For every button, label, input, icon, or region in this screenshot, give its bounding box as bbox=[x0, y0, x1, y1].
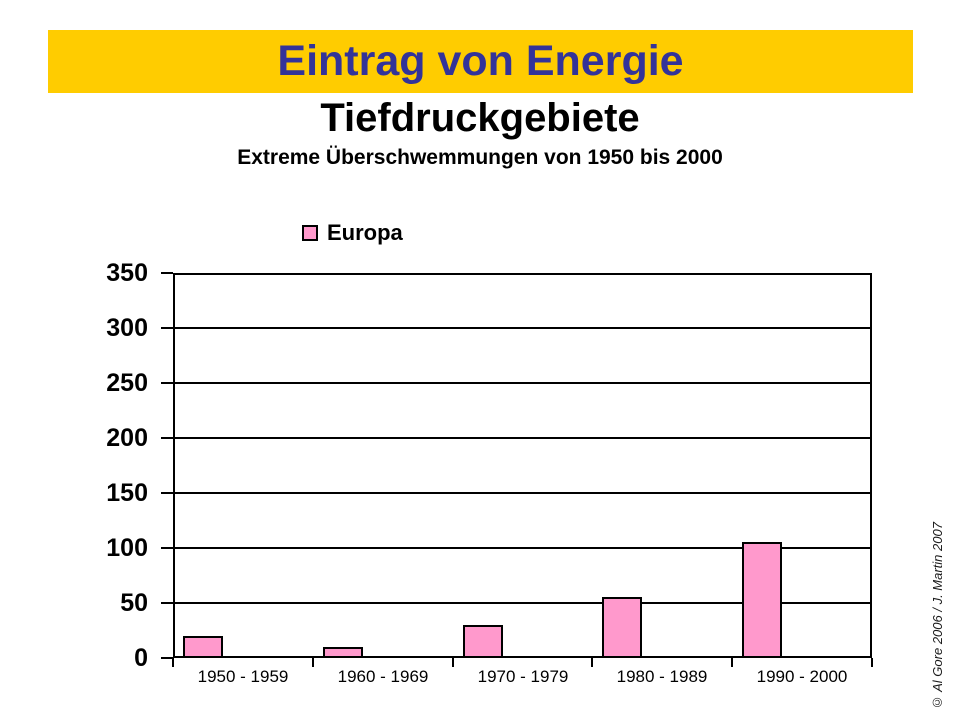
plot-area bbox=[173, 273, 872, 658]
bar-1960-1969 bbox=[323, 647, 363, 658]
y-tick-250 bbox=[161, 382, 173, 384]
y-axis-label-200: 200 bbox=[106, 424, 148, 452]
gridline-300 bbox=[173, 327, 872, 329]
gridline-250 bbox=[173, 382, 872, 384]
x-tick-4 bbox=[731, 658, 733, 667]
chart-title: Tiefdruckgebiete bbox=[320, 96, 640, 140]
gridline-50 bbox=[173, 602, 872, 604]
chart-subtitle: Extreme Überschwemmungen von 1950 bis 20… bbox=[237, 146, 723, 169]
bar-1950-1959 bbox=[183, 636, 223, 658]
y-tick-150 bbox=[161, 492, 173, 494]
y-tick-350 bbox=[161, 272, 173, 274]
bar-1970-1979 bbox=[463, 625, 503, 658]
bar-1990-2000 bbox=[742, 542, 782, 658]
x-tick-1 bbox=[312, 658, 314, 667]
x-tick-3 bbox=[591, 658, 593, 667]
x-axis-label: 1990 - 2000 bbox=[756, 667, 848, 686]
page-title: Eintrag von Energie bbox=[277, 37, 684, 85]
x-axis-label: 1960 - 1969 bbox=[337, 667, 429, 686]
x-tick-0 bbox=[172, 658, 174, 667]
banner: Eintrag von Energie bbox=[48, 30, 913, 93]
y-axis-label-0: 0 bbox=[134, 644, 148, 672]
gridline-200 bbox=[173, 437, 872, 439]
y-axis-label-50: 50 bbox=[120, 589, 148, 617]
y-tick-100 bbox=[161, 547, 173, 549]
y-axis-label-350: 350 bbox=[106, 259, 148, 287]
y-axis-label-100: 100 bbox=[106, 534, 148, 562]
y-tick-300 bbox=[161, 327, 173, 329]
x-axis-label: 1980 - 1989 bbox=[616, 667, 708, 686]
x-tick-5 bbox=[871, 658, 873, 667]
y-tick-200 bbox=[161, 437, 173, 439]
gridline-150 bbox=[173, 492, 872, 494]
y-axis-label-250: 250 bbox=[106, 369, 148, 397]
x-axis-label: 1970 - 1979 bbox=[477, 667, 569, 686]
credit-text: © Al Gore 2006 / J. Martin 2007 bbox=[930, 522, 945, 710]
x-axis-label: 1950 - 1959 bbox=[197, 667, 289, 686]
x-tick-2 bbox=[452, 658, 454, 667]
y-axis-label-300: 300 bbox=[106, 314, 148, 342]
y-tick-50 bbox=[161, 602, 173, 604]
legend: Europa bbox=[302, 220, 403, 246]
bar-1980-1989 bbox=[602, 597, 642, 658]
legend-swatch-icon bbox=[302, 225, 318, 241]
gridline-100 bbox=[173, 547, 872, 549]
y-axis-label-150: 150 bbox=[106, 479, 148, 507]
y-tick-0 bbox=[161, 657, 173, 659]
legend-label: Europa bbox=[327, 220, 403, 245]
